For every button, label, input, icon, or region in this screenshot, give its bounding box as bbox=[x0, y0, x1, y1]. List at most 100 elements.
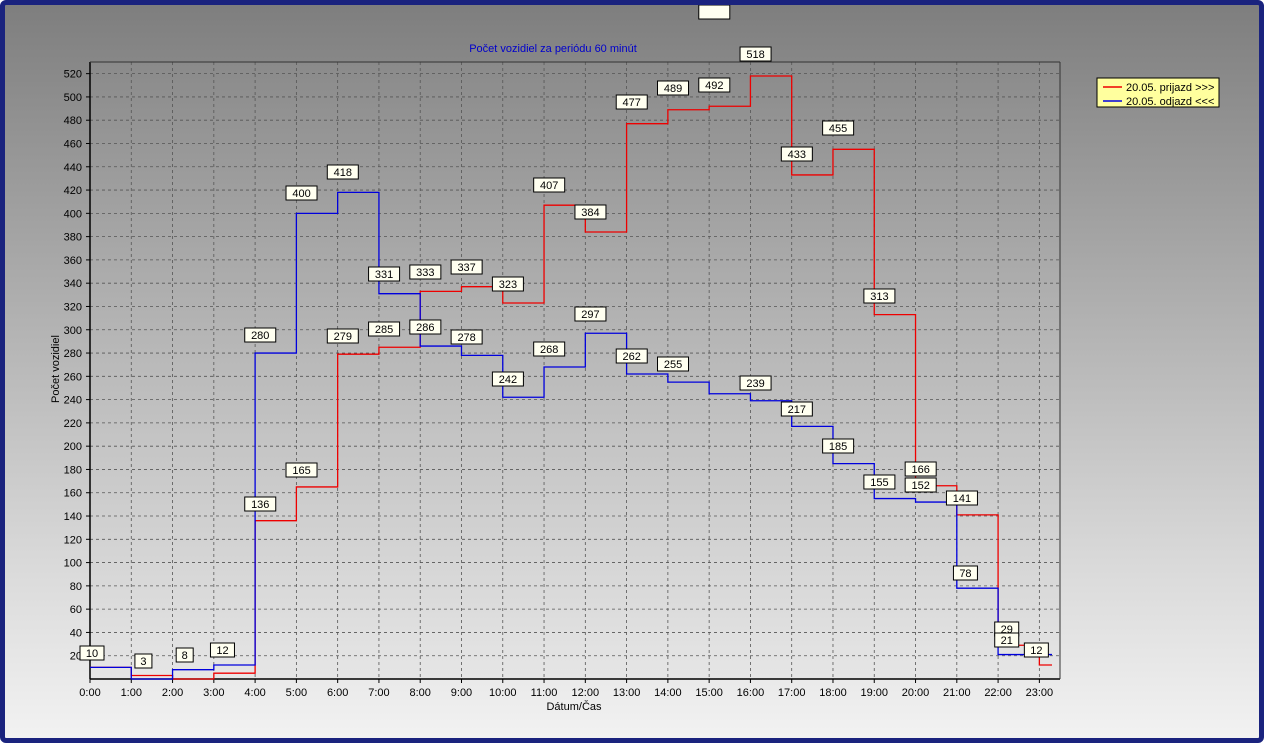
data-label-box bbox=[368, 321, 401, 337]
data-label-box bbox=[780, 146, 813, 162]
series-line-departure bbox=[90, 191, 1052, 680]
data-label-box bbox=[244, 496, 277, 512]
x-tick-label: 13:00 bbox=[613, 687, 641, 699]
data-label-box bbox=[326, 164, 359, 180]
data-label-box bbox=[822, 120, 855, 136]
x-tick-label: 4:00 bbox=[244, 687, 265, 699]
x-tick-label: 11:00 bbox=[531, 687, 558, 699]
data-label-box bbox=[491, 276, 524, 292]
data-label-box bbox=[285, 462, 318, 478]
x-tick-label: 17:00 bbox=[778, 687, 806, 699]
y-tick-label: 140 bbox=[64, 511, 82, 523]
x-tick-label: 21:00 bbox=[943, 687, 971, 699]
data-label-box bbox=[134, 653, 153, 669]
y-tick-label: 500 bbox=[64, 92, 82, 104]
data-label-box bbox=[904, 477, 937, 493]
y-tick-label: 180 bbox=[64, 464, 82, 476]
data-label-box bbox=[698, 77, 731, 93]
y-tick-label: 320 bbox=[64, 301, 82, 313]
y-tick-label: 60 bbox=[70, 604, 82, 616]
y-tick-label: 40 bbox=[70, 627, 82, 639]
data-label: 136 bbox=[251, 499, 269, 511]
data-label: 21 bbox=[1001, 635, 1013, 647]
data-label: 245 bbox=[705, 5, 723, 8]
y-tick-label: 160 bbox=[64, 488, 82, 500]
data-label: 433 bbox=[788, 149, 806, 161]
data-label-box bbox=[657, 356, 690, 372]
y-tick-label: 520 bbox=[64, 69, 82, 81]
data-label-box bbox=[1023, 642, 1049, 658]
y-tick-label: 440 bbox=[64, 162, 82, 174]
data-label: 418 bbox=[334, 167, 352, 179]
x-tick-label: 6:00 bbox=[327, 687, 348, 699]
y-tick-label: 360 bbox=[64, 255, 82, 267]
x-tick-label: 2:00 bbox=[162, 687, 183, 699]
data-label: 333 bbox=[416, 267, 434, 279]
y-tick-label: 200 bbox=[64, 441, 82, 453]
data-label: 313 bbox=[870, 291, 888, 303]
data-label-box bbox=[574, 306, 607, 322]
plot-area bbox=[90, 62, 1060, 679]
data-labels: 10 3 8 12 280 136 400 165 418 279 331 285 333 286 337 2… bbox=[79, 5, 1049, 669]
legend-box bbox=[1096, 77, 1220, 108]
x-tick-label: 23:00 bbox=[1026, 687, 1054, 699]
data-label: 331 bbox=[375, 269, 393, 281]
data-label: 323 bbox=[499, 279, 517, 291]
data-label: 152 bbox=[911, 480, 929, 492]
y-tick-label: 120 bbox=[64, 534, 82, 546]
data-label-box bbox=[994, 632, 1020, 648]
data-label: 10 bbox=[86, 648, 98, 660]
x-tick-label: 20:00 bbox=[902, 687, 930, 699]
y-axis-title: Počet vozidiel bbox=[50, 335, 62, 403]
data-label-box bbox=[450, 329, 483, 345]
y-tick-label: 300 bbox=[64, 325, 82, 337]
y-tick-label: 100 bbox=[64, 558, 82, 570]
data-label-box bbox=[574, 204, 607, 220]
data-label: 492 bbox=[705, 80, 723, 92]
data-label: 286 bbox=[416, 322, 434, 334]
data-label: 239 bbox=[746, 378, 764, 390]
y-tick-label: 460 bbox=[64, 138, 82, 150]
data-label: 217 bbox=[788, 404, 806, 416]
legend-label-departure: 20.05. odjazd <<< bbox=[1126, 96, 1214, 108]
data-label: 165 bbox=[292, 465, 310, 477]
data-label-box bbox=[945, 490, 978, 506]
x-tick-label: 0:00 bbox=[79, 687, 100, 699]
x-tick-label: 12:00 bbox=[572, 687, 600, 699]
data-label: 12 bbox=[216, 645, 228, 657]
legend: 20.05. prijazd >>> 20.05. odjazd <<< bbox=[1096, 77, 1220, 108]
x-tick-label: 18:00 bbox=[819, 687, 847, 699]
x-tick-label: 1:00 bbox=[121, 687, 142, 699]
data-label-box bbox=[244, 327, 277, 343]
y-tick-label: 220 bbox=[64, 418, 82, 430]
y-tick-label: 400 bbox=[64, 208, 82, 220]
data-label: 337 bbox=[457, 262, 475, 274]
axes: 2040608010012014016018020022024026028030… bbox=[64, 61, 1061, 699]
data-label: 8 bbox=[182, 650, 188, 662]
x-tick-label: 15:00 bbox=[695, 687, 723, 699]
data-label-box bbox=[615, 348, 648, 364]
data-label-box bbox=[285, 185, 318, 201]
x-tick-label: 3:00 bbox=[203, 687, 224, 699]
y-tick-label: 340 bbox=[64, 278, 82, 290]
data-label-box bbox=[491, 371, 524, 387]
data-label: 285 bbox=[375, 324, 393, 336]
x-tick-label: 22:00 bbox=[984, 687, 1012, 699]
data-label: 155 bbox=[870, 477, 888, 489]
legend-label-arrival: 20.05. prijazd >>> bbox=[1126, 82, 1214, 94]
y-tick-label: 260 bbox=[64, 371, 82, 383]
x-tick-label: 10:00 bbox=[489, 687, 517, 699]
y-tick-label: 240 bbox=[64, 395, 82, 407]
data-label: 400 bbox=[292, 188, 310, 200]
data-label: 242 bbox=[499, 374, 517, 386]
data-label-box bbox=[409, 264, 442, 280]
x-tick-label: 9:00 bbox=[451, 687, 472, 699]
data-label-box bbox=[326, 328, 359, 344]
data-label: 141 bbox=[953, 493, 971, 505]
data-label-box bbox=[533, 341, 566, 357]
data-label: 280 bbox=[251, 330, 269, 342]
data-label-box bbox=[657, 80, 690, 96]
data-label: 185 bbox=[829, 441, 847, 453]
data-label-box bbox=[450, 259, 483, 275]
